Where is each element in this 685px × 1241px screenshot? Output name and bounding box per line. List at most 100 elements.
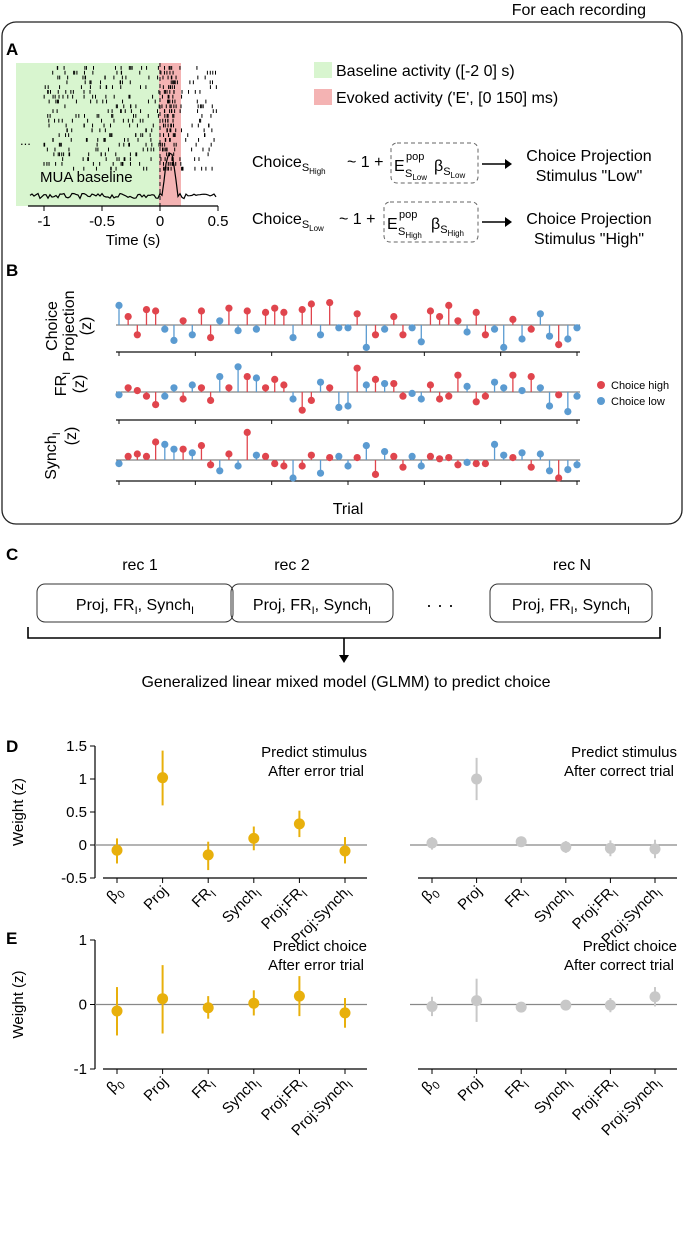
weight-marker (604, 842, 616, 854)
stem-marker (225, 304, 233, 312)
recn-box (489, 583, 653, 623)
stem-marker (417, 395, 425, 403)
evoked-shade (159, 63, 181, 206)
panel-label-c: C (6, 545, 18, 564)
raster-plot: ... MUA baseline -1 -0.5 0 0.5 Time (s) (16, 63, 228, 249)
stem-marker (555, 341, 563, 349)
stem-marker (527, 463, 535, 471)
stem-marker (463, 382, 471, 390)
eq1-arrowhead (505, 159, 512, 169)
row1-label-line3: (z) (78, 317, 95, 336)
chart-d-right: Predict stimulus After correct trial β0 Pro… (410, 744, 677, 948)
raster-ellipsis: ... (20, 133, 31, 148)
legend-evoked-swatch (314, 89, 332, 105)
eq1-e-sub: SLow (405, 168, 427, 182)
x-tick-label: Proj (455, 1074, 486, 1105)
legend-choice-high-label: Choice high (611, 380, 669, 392)
rec2-box-text: Proj, FRI, SynchI (253, 597, 371, 617)
stem-marker (298, 462, 306, 470)
row3-label-line2: (z) (63, 427, 80, 446)
stem-marker (481, 460, 489, 468)
choice-legend: Choice high Choice low (597, 380, 669, 408)
rec2-title: rec 2 (274, 557, 310, 574)
stem-marker (472, 460, 480, 468)
weight-marker (426, 1000, 438, 1012)
weight-marker (649, 843, 661, 855)
stem-marker (436, 313, 444, 321)
stem-marker (170, 384, 178, 392)
stem-marker (509, 371, 517, 379)
stem-marker (335, 452, 343, 460)
mua-baseline-label: MUA baseline (40, 169, 133, 186)
stem-marker (518, 387, 526, 395)
stem-marker (124, 384, 132, 392)
stem-marker (161, 325, 169, 333)
stem-marker (161, 440, 169, 448)
stem-marker (564, 466, 572, 474)
stem-marker (463, 458, 471, 466)
rec-ellipsis: · · · (426, 595, 454, 615)
stem-marker (564, 335, 572, 343)
legend-evoked-label: Evoked activity ('E', [0 150] ms) (336, 90, 558, 107)
stem-marker (518, 335, 526, 343)
chart-title-line2: After error trial (268, 763, 364, 780)
stem-marker (417, 338, 425, 346)
eq2-out1: Choice Projection (526, 211, 651, 228)
stem-marker (573, 324, 581, 332)
legend-choice-high-marker (597, 381, 605, 389)
stem-marker (316, 378, 325, 386)
chart-d-left: 1.5 1 0.5 0 -0.5 Weight (z) Predict stimulus Af… (10, 738, 367, 948)
x-tick-label: FRI (502, 1074, 532, 1104)
stem-marker (472, 398, 480, 406)
stem-marker (500, 384, 508, 392)
stem-marker (197, 384, 206, 392)
stem-marker (197, 442, 206, 450)
stem-marker (316, 469, 325, 477)
stem-marker (280, 462, 288, 470)
stem-marker (353, 310, 361, 318)
recn-box-text: Proj, FRI, SynchI (512, 597, 630, 617)
row2-label-line1: FRI (53, 372, 73, 396)
stem-marker (399, 463, 407, 471)
stem-marker (152, 307, 160, 315)
x-tick-label: Proj (455, 883, 486, 914)
stem-marker (362, 381, 370, 389)
stem-marker (335, 324, 343, 332)
stem-marker (216, 317, 224, 325)
legend-choice-low-label: Choice low (611, 396, 665, 408)
stem-marker (500, 451, 508, 459)
x-tick-label: β0 (418, 883, 443, 908)
recn-title: rec N (553, 557, 591, 574)
equation-stimulus-low: ChoiceSLow ~ 1 + E pop SHigh βSHigh Choi… (252, 201, 652, 248)
y-tick-label: -0.5 (61, 870, 87, 887)
weight-marker (471, 773, 483, 785)
stem-marker (353, 454, 361, 462)
stem-marker (161, 392, 169, 400)
stem-marker (271, 304, 279, 312)
stem-marker (115, 301, 123, 309)
stem-marker (481, 392, 489, 400)
stem-marker (298, 406, 306, 414)
stem-marker (545, 332, 554, 340)
raster-spikes (43, 66, 217, 171)
y-axis-label: Weight (z) (10, 970, 27, 1038)
stem-marker (564, 408, 572, 416)
stem-marker (500, 343, 508, 351)
x-tick-label: β0 (103, 1074, 128, 1099)
weight-marker (471, 995, 483, 1007)
stem-marker (271, 375, 279, 383)
row1-label-line2: Projection (61, 290, 78, 361)
chart-e-left: 1 0 -1 Weight (z) Predict choice After error … (10, 932, 367, 1139)
eq1-e: E (394, 158, 405, 175)
for-each-recording-label: For each recording (512, 2, 646, 19)
eq2-beta: βSHigh (431, 216, 464, 238)
stem-marker (142, 452, 151, 460)
weight-marker (515, 836, 527, 848)
baseline-shade (16, 63, 159, 206)
stem-marker (463, 328, 471, 336)
time-tick-label: 0 (156, 213, 164, 230)
weight-marker (515, 1001, 527, 1013)
stem-marker (289, 395, 297, 403)
stem-marker (243, 307, 251, 315)
